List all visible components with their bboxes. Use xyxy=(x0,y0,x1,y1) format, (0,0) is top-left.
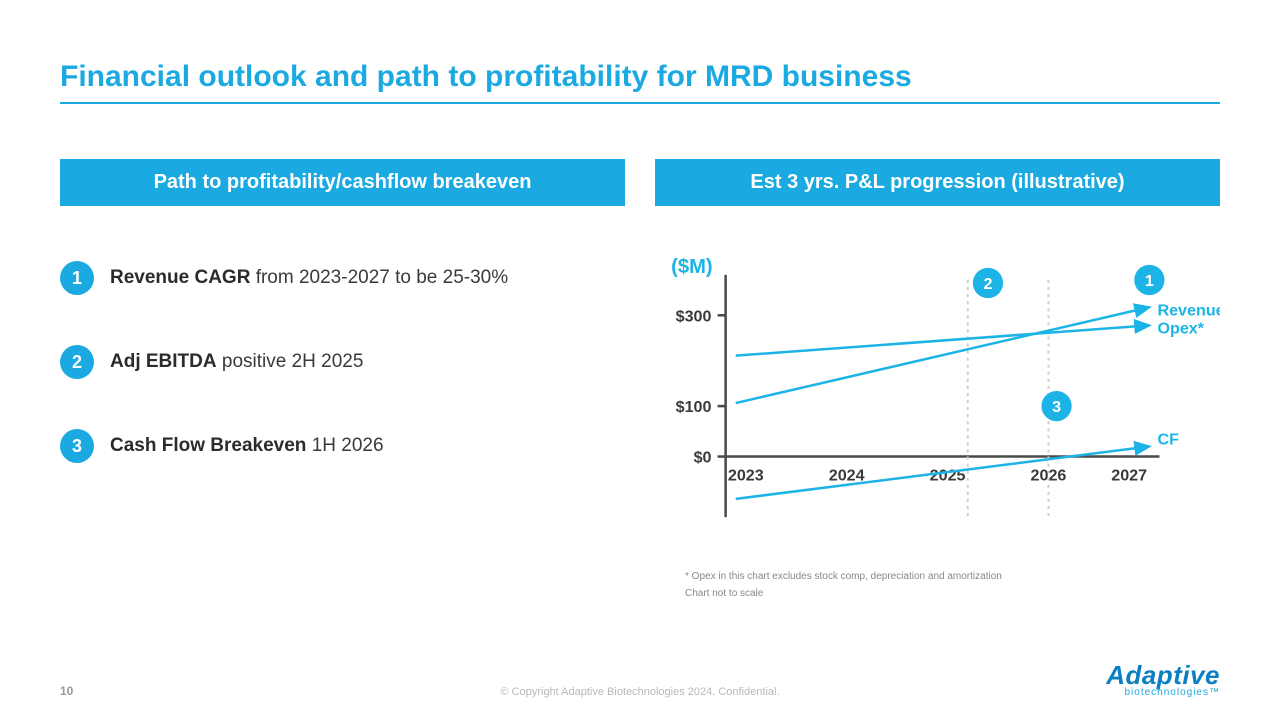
right-column: Est 3 yrs. P&L progression (illustrative… xyxy=(655,159,1220,600)
bullet-text-3: Cash Flow Breakeven 1H 2026 xyxy=(110,435,384,457)
company-logo: Adaptive biotechnologies™ xyxy=(1106,660,1220,698)
page-number: 10 xyxy=(60,684,73,698)
bullet-row-3: 3 Cash Flow Breakeven 1H 2026 xyxy=(60,429,625,463)
svg-text:Revenue: Revenue xyxy=(1157,301,1220,319)
pl-progression-chart: ($M)$300$100$020232024202520262027Revenu… xyxy=(655,226,1220,566)
chart-footnote-2: Chart not to scale xyxy=(685,587,1220,600)
svg-text:2026: 2026 xyxy=(1031,467,1067,485)
bullet-number-3: 3 xyxy=(60,429,94,463)
slide-title: Financial outlook and path to profitabil… xyxy=(60,60,1220,104)
bullet-text-1: Revenue CAGR from 2023-2027 to be 25-30% xyxy=(110,267,508,289)
svg-text:2: 2 xyxy=(983,275,992,293)
svg-text:2023: 2023 xyxy=(728,467,764,485)
svg-text:$100: $100 xyxy=(676,398,712,416)
right-banner: Est 3 yrs. P&L progression (illustrative… xyxy=(655,159,1220,206)
svg-text:3: 3 xyxy=(1052,398,1061,416)
svg-text:Opex*: Opex* xyxy=(1157,319,1204,337)
svg-text:2027: 2027 xyxy=(1111,467,1147,485)
bullet-text-2: Adj EBITDA positive 2H 2025 xyxy=(110,351,363,373)
left-column: Path to profitability/cashflow breakeven… xyxy=(60,159,625,600)
svg-text:1: 1 xyxy=(1145,272,1154,290)
copyright-text: © Copyright Adaptive Biotechnologies 202… xyxy=(500,686,779,698)
svg-text:$0: $0 xyxy=(694,449,712,467)
svg-text:($M): ($M) xyxy=(671,256,712,278)
left-banner: Path to profitability/cashflow breakeven xyxy=(60,159,625,206)
bullet-row-1: 1 Revenue CAGR from 2023-2027 to be 25-30… xyxy=(60,261,625,295)
bullet-row-2: 2 Adj EBITDA positive 2H 2025 xyxy=(60,345,625,379)
svg-text:$300: $300 xyxy=(676,307,712,325)
logo-main: Adaptive xyxy=(1106,660,1220,690)
bullet-number-2: 2 xyxy=(60,345,94,379)
chart-footnote-1: * Opex in this chart excludes stock comp… xyxy=(685,570,1220,583)
bullet-number-1: 1 xyxy=(60,261,94,295)
svg-text:CF: CF xyxy=(1157,430,1179,448)
